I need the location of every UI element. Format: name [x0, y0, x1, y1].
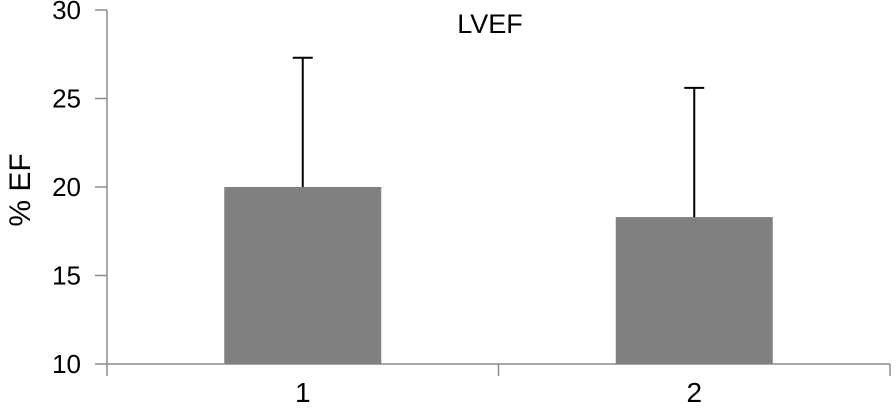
chart-title: LVEF: [457, 9, 523, 39]
y-tick-label: 30: [52, 0, 81, 25]
y-tick-label: 15: [52, 261, 81, 291]
x-tick-label: 2: [686, 377, 702, 408]
y-tick-label: 10: [52, 349, 81, 379]
y-axis-label: % EF: [4, 153, 37, 226]
bars: [224, 187, 773, 364]
y-tick-label: 20: [52, 172, 81, 202]
x-tick-label: 1: [295, 377, 311, 408]
tick-labels: 10 15 20 25 30 1 2: [52, 0, 702, 408]
bar: [224, 187, 382, 364]
error-bars: [292, 56, 705, 218]
bar: [615, 217, 773, 364]
y-tick-label: 25: [52, 84, 81, 114]
